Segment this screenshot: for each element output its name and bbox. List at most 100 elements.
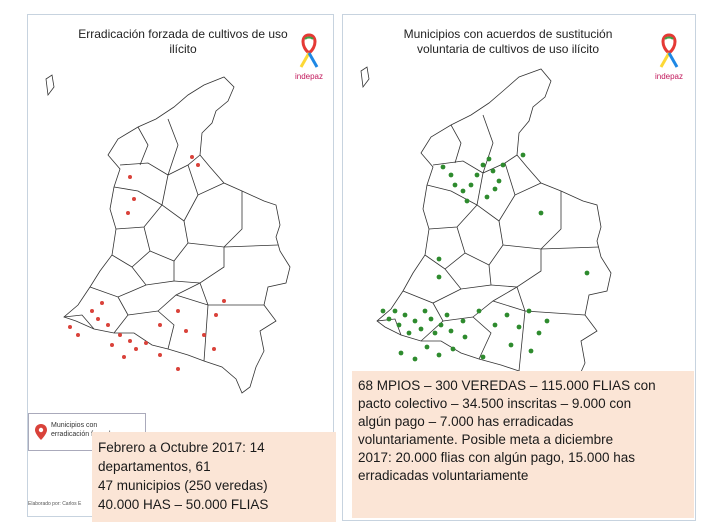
map-marker [118,333,122,337]
map-marker [528,348,534,354]
map-marker [412,318,418,324]
legend-label-line2: erradicación forzada [51,431,115,438]
map-marker [402,312,408,318]
map-marker [222,299,226,303]
map-title: Erradicación forzada de cultivos de uso … [58,27,308,57]
map-marker [448,328,454,334]
map-marker [436,256,442,262]
summary-line: 47 municipios (250 veredas) [98,478,268,493]
ribbon-icon [659,33,679,68]
map-marker [158,353,162,357]
map-marker [492,322,498,328]
map-marker [462,334,468,340]
map-marker [398,350,404,356]
legend-label: Municipios con erradicación forzada [51,421,141,439]
map-marker [418,326,424,332]
map-marker [202,333,206,337]
map-marker [424,344,430,350]
map-marker [100,301,104,305]
map-marker [492,186,498,192]
map-marker [544,318,550,324]
map-credit: Elaborado por: Carlos E [28,501,82,507]
map-marker [406,330,412,336]
map-marker [444,312,450,318]
map-marker [96,317,100,321]
map-title-line1: Municipios con acuerdos de sustitución [403,27,613,41]
map-marker [396,322,402,328]
map-marker [440,164,446,170]
country-outline [376,68,612,408]
legend-label-line1: Municipios con [51,422,98,429]
map-marker [500,162,506,168]
forced-eradication-summary: Febrero a Octubre 2017: 14 departamentos… [92,432,336,522]
map-marker [190,155,194,159]
map-marker [380,308,386,314]
map-marker [438,322,444,328]
map-marker [428,316,434,322]
map-marker [122,355,126,359]
map-marker [144,341,148,345]
summary-line: erradicadas voluntariamente [358,468,529,483]
map-title-line2: ilícito [169,42,197,56]
map-marker [480,354,486,360]
map-marker [526,308,532,314]
map-marker [134,347,138,351]
map-marker [460,318,466,324]
map-marker [476,308,482,314]
map-title: Municipios con acuerdos de sustitución v… [383,27,633,57]
summary-line: departamentos, 61 [98,459,211,474]
map-marker [412,356,418,362]
logo-text: indepaz [294,72,324,81]
map-marker [432,330,438,336]
map-marker [538,210,544,216]
map-marker [516,324,522,330]
map-marker [490,168,496,174]
map-marker [460,188,466,194]
logo-text: indepaz [654,72,684,81]
map-marker [212,347,216,351]
map-marker [496,178,502,184]
map-marker [436,274,442,280]
map-title-line1: Erradicación forzada de cultivos de uso [78,27,288,41]
map-marker [386,316,392,322]
map-title-line2: voluntaria de cultivos de uso ilícito [416,42,600,56]
map-marker [422,308,428,314]
summary-line: algún pago – 7.000 has erradicadas [358,414,574,429]
ribbon-icon [299,33,319,68]
summary-line: Febrero a Octubre 2017: 14 [98,440,265,455]
map-marker [90,309,94,313]
indepaz-logo: indepaz [649,31,689,81]
summary-line: 2017: 20.000 flias con algún pago, 15.00… [358,450,635,465]
map-marker [214,313,218,317]
map-marker [436,352,442,358]
map-marker [176,367,180,371]
map-marker [158,323,162,327]
map-marker [536,330,542,336]
map-marker [450,346,456,352]
map-pin-icon [35,424,47,440]
summary-line: pacto colectivo – 34.500 inscritas – 9.0… [358,396,632,411]
indepaz-logo: indepaz [289,31,329,81]
voluntary-substitution-summary: 68 MPIOS – 300 VEREDAS – 115.000 FLIAS c… [352,371,694,518]
map-marker [520,152,526,158]
map-marker [584,270,590,276]
map-marker [464,198,470,204]
map-marker [452,182,458,188]
map-marker [176,309,180,313]
map-marker [128,339,132,343]
map-marker [508,342,514,348]
map-marker [68,325,72,329]
map-marker [126,211,130,215]
map-marker [504,312,510,318]
summary-line: 68 MPIOS – 300 VEREDAS – 115.000 FLIAS c… [358,378,656,393]
map-marker [474,172,480,178]
colombia-map [360,66,612,408]
map-marker [132,197,136,201]
map-marker [184,329,188,333]
map-marker [480,162,486,168]
map-marker [110,343,114,347]
map-marker [486,156,492,162]
map-marker [448,172,454,178]
map-marker [196,163,200,167]
map-marker [106,323,110,327]
